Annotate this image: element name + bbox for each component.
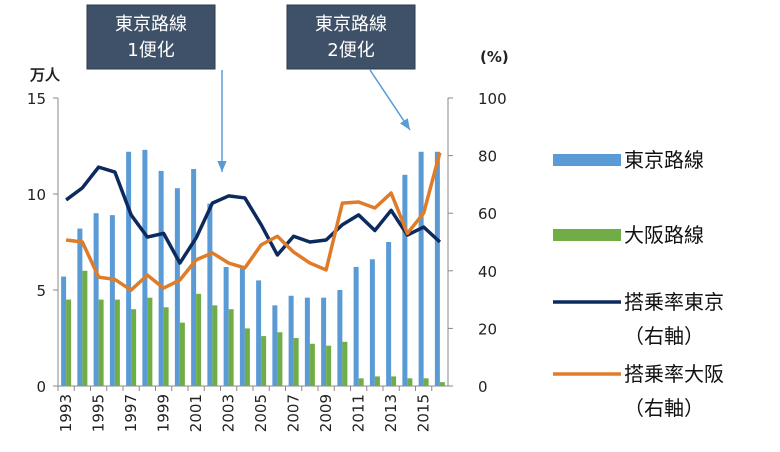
x-tick-label: 1997 [122,394,140,432]
x-tick-label: 2005 [252,394,270,432]
bar [77,228,83,386]
bar [114,299,120,386]
line [65,165,442,265]
bar [207,203,213,386]
y-tick-label: 5 [36,282,46,300]
annotation-arrowhead [217,160,227,172]
legend-swatch [553,229,621,241]
bar [423,378,429,386]
annotation-text: 東京路線 [115,14,187,35]
annotation-text: 東京路線 [315,14,387,35]
bar [244,328,250,386]
annotation-arrow [369,69,411,131]
bar [82,270,88,386]
bar [304,297,310,386]
y2-tick-label: 60 [478,205,497,223]
annotation-arrowhead [399,118,410,130]
bar [163,307,169,386]
bar [61,276,67,386]
y-axis-title: 万人 [29,66,61,84]
bar [326,345,332,386]
y2-tick-label: 0 [478,378,488,396]
bar [277,332,283,386]
legend-label: 大阪路線 [624,223,704,247]
bar [66,299,72,386]
bar [147,297,153,386]
bar [261,336,267,386]
x-tick-label: 1995 [90,394,108,432]
y-tick-label: 15 [27,90,46,108]
bar [439,382,445,386]
y2-tick-label: 40 [478,263,497,281]
bar [191,169,197,386]
x-tick-label: 2011 [350,394,368,432]
bar [369,259,375,386]
bar [158,170,164,386]
bar [109,215,115,386]
bar [131,309,137,386]
bar [179,322,185,386]
y2-tick-label: 100 [478,90,507,108]
bar [293,338,299,386]
legend-swatch [553,154,621,166]
annotation-box [86,4,216,70]
x-tick-label: 1999 [155,394,173,432]
bar [239,266,245,386]
y2-tick-label: 20 [478,320,497,338]
x-tick-label: 2001 [187,394,205,432]
bar [256,280,262,386]
bar [402,174,408,386]
legend-label: 搭乗率東京（右軸） [624,290,724,348]
y-tick-label: 0 [36,378,46,396]
bar [309,343,315,386]
y2-tick-label: 80 [478,148,497,166]
bar [212,305,218,386]
bar [288,295,294,386]
legend-label: 東京路線 [624,148,704,172]
bar [358,378,364,386]
legend-label: 搭乗率大阪（右軸） [624,362,724,420]
bar [374,376,380,386]
bar [342,341,348,386]
x-tick-label: 1993 [57,394,75,432]
bar [223,266,229,386]
x-tick-label: 2013 [382,394,400,432]
bar [228,309,234,386]
annotation-text: 2便化 [327,40,374,61]
annotation-box [286,4,416,70]
bar [418,151,424,386]
bar [93,213,99,386]
line [65,152,442,292]
y-tick-label: 10 [27,186,46,204]
x-tick-label: 2015 [415,394,433,432]
bar [386,242,392,386]
bar [126,151,132,386]
bar [353,266,359,386]
bar [337,290,343,386]
bar [434,151,440,386]
bar [321,297,327,386]
bar [174,188,180,386]
bar [196,293,202,386]
x-tick-label: 2009 [317,394,335,432]
x-tick-label: 2007 [285,394,303,432]
bar [272,305,278,386]
bar [98,299,104,386]
y2-axis-title: (%) [480,48,509,66]
bar [142,149,148,386]
bar [407,378,413,386]
annotation-text: 1便化 [127,40,174,61]
x-tick-label: 2003 [220,394,238,432]
bar [391,376,397,386]
